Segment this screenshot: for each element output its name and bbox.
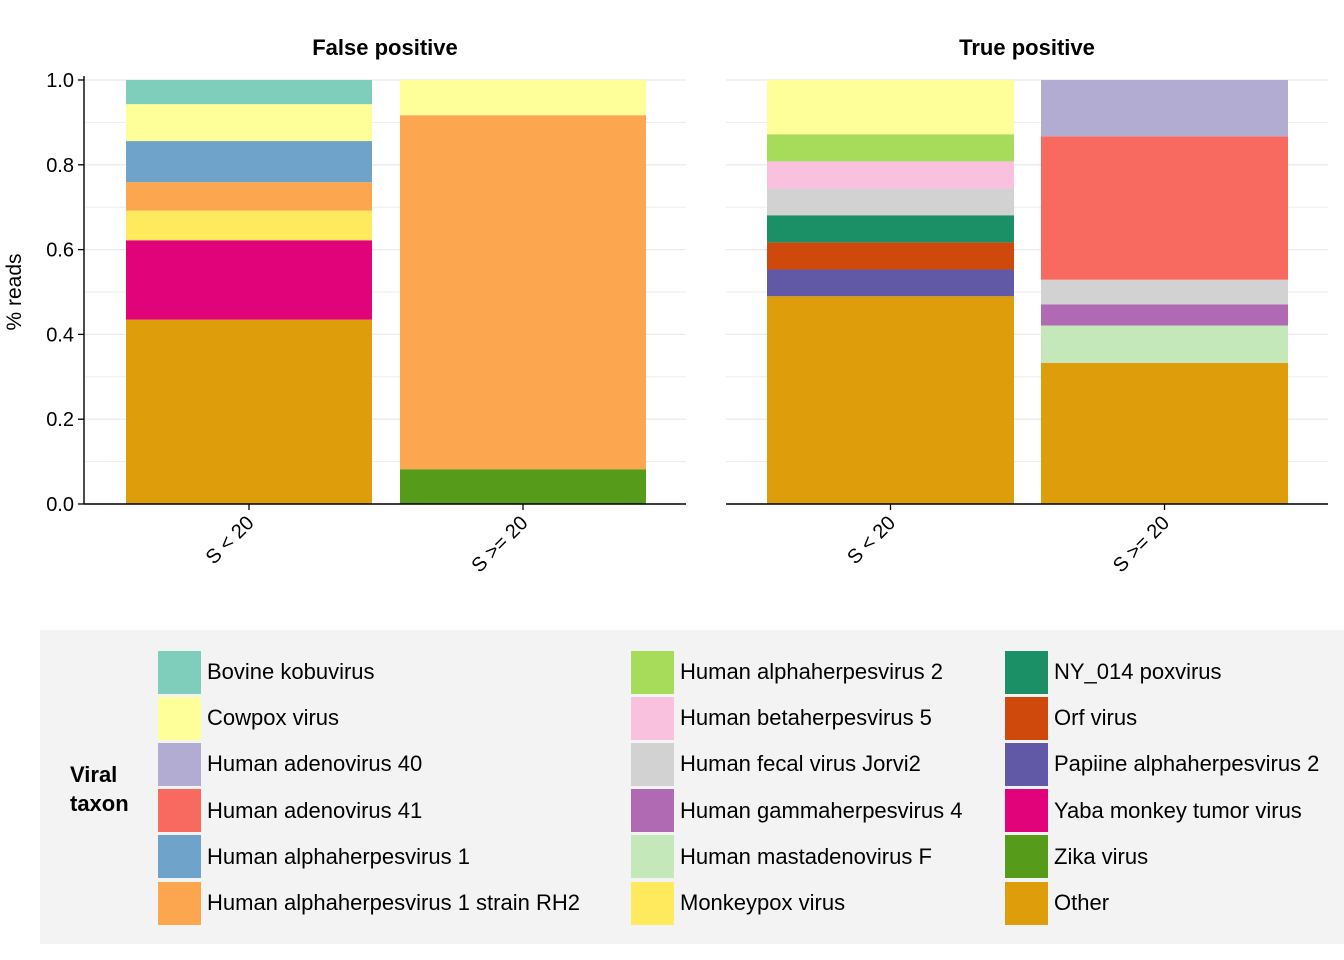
legend-item-orf-virus: Orf virus bbox=[1005, 695, 1319, 741]
legend-swatch bbox=[631, 696, 674, 740]
legend-swatch bbox=[158, 881, 201, 925]
bar-segment-true-positive-s-20-human-gammaherpesvirus-4 bbox=[1041, 304, 1288, 326]
bar-segment-false-positive-s-20-human-alphaherpesvirus-1-strain-rh2 bbox=[400, 115, 646, 470]
legend-label: Human betaherpesvirus 5 bbox=[680, 705, 932, 731]
y-tick-label-0-2: 0.2 bbox=[46, 409, 74, 431]
legend-swatch bbox=[158, 789, 201, 833]
legend-item-yaba-monkey-tumor-virus: Yaba monkey tumor virus bbox=[1005, 788, 1319, 834]
legend-item-other: Other bbox=[1005, 880, 1319, 926]
legend-label: Human alphaherpesvirus 1 strain RH2 bbox=[207, 890, 580, 916]
legend-item-zika-virus: Zika virus bbox=[1005, 834, 1319, 880]
legend-swatch bbox=[1005, 742, 1048, 786]
legend-item-papiine-alphaherpesvirus-2: Papiine alphaherpesvirus 2 bbox=[1005, 741, 1319, 787]
y-tick-label-1-0: 1.0 bbox=[46, 70, 74, 92]
bar-segment-true-positive-s-20-human-betaherpesvirus-5 bbox=[767, 161, 1014, 189]
legend-swatch bbox=[1005, 789, 1048, 833]
legend-label: Zika virus bbox=[1054, 843, 1149, 869]
legend-label: Human alphaherpesvirus 1 bbox=[207, 843, 470, 869]
legend-label: Human mastadenovirus F bbox=[680, 843, 932, 869]
legend-swatch bbox=[158, 696, 201, 740]
legend-column-3: NY_014 poxvirus Orf virus Papiine alphaher… bbox=[1005, 649, 1319, 926]
legend-item-human-fecal-virus-jorvi2: Human fecal virus Jorvi2 bbox=[631, 741, 962, 787]
legend-label: Monkeypox virus bbox=[680, 890, 846, 916]
legend-title-line-1: Viral bbox=[70, 762, 118, 787]
bar-segment-false-positive-s-20-monkeypox-virus bbox=[126, 210, 372, 241]
legend-label: Human alphaherpesvirus 2 bbox=[680, 659, 943, 685]
legend-swatch bbox=[158, 742, 201, 786]
legend-label: Human fecal virus Jorvi2 bbox=[680, 751, 921, 777]
panel-title-true-positive: True positive bbox=[959, 35, 1095, 60]
legend: Viral taxon Bovine kobuvirus Cowpox virus… bbox=[40, 630, 1344, 944]
legend-swatch bbox=[631, 789, 674, 833]
bar-segment-true-positive-s-20-human-adenovirus-40 bbox=[1041, 80, 1288, 137]
legend-item-human-alphaherpesvirus-2: Human alphaherpesvirus 2 bbox=[631, 649, 962, 695]
x-tick-label-true-positive-1: S < 20 bbox=[843, 512, 900, 569]
legend-item-monkeypox-virus: Monkeypox virus bbox=[631, 880, 962, 926]
bar-segment-true-positive-s-20-human-fecal-virus-jorvi2 bbox=[1041, 279, 1288, 305]
bar-segment-false-positive-s-20-bovine-kobuvirus bbox=[126, 80, 372, 105]
bar-segment-false-positive-s-20-yaba-monkey-tumor-virus bbox=[126, 240, 372, 320]
legend-item-human-alphaherpesvirus-1-strain-rh2: Human alphaherpesvirus 1 strain RH2 bbox=[158, 880, 580, 926]
legend-item-bovine-kobuvirus: Bovine kobuvirus bbox=[158, 649, 580, 695]
legend-swatch bbox=[1005, 696, 1048, 740]
bar-segment-false-positive-s-20-zika-virus bbox=[400, 469, 646, 504]
legend-swatch bbox=[1005, 835, 1048, 879]
y-tick-label-0-4: 0.4 bbox=[46, 324, 74, 346]
legend-title: Viral taxon bbox=[70, 760, 129, 818]
legend-item-human-alphaherpesvirus-1: Human alphaherpesvirus 1 bbox=[158, 834, 580, 880]
legend-swatch bbox=[158, 835, 201, 879]
legend-item-human-adenovirus-41: Human adenovirus 41 bbox=[158, 788, 580, 834]
y-tick-label-0-8: 0.8 bbox=[46, 155, 74, 177]
legend-label: Papiine alphaherpesvirus 2 bbox=[1054, 751, 1320, 777]
legend-title-line-2: taxon bbox=[70, 791, 129, 816]
y-axis-title: % reads bbox=[3, 253, 26, 330]
bar-segment-true-positive-s-20-other bbox=[767, 296, 1014, 504]
legend-label: Other bbox=[1054, 890, 1110, 916]
legend-item-human-gammaherpesvirus-4: Human gammaherpesvirus 4 bbox=[631, 788, 962, 834]
x-tick-label-true-positive-2: S >= 20 bbox=[1109, 512, 1174, 577]
bar-segment-true-positive-s-20-papiine-alphaherpesvirus-2 bbox=[767, 269, 1014, 297]
bar-segment-true-positive-s-20-ny-014-poxvirus bbox=[767, 215, 1014, 243]
legend-swatch bbox=[631, 742, 674, 786]
bar-segment-false-positive-s-20-cowpox-virus bbox=[126, 104, 372, 142]
legend-swatch bbox=[631, 881, 674, 925]
legend-swatch bbox=[1005, 650, 1048, 694]
bar-segment-true-positive-s-20-other bbox=[1041, 362, 1288, 504]
bar-segment-false-positive-s-20-human-alphaherpesvirus-1-strain-rh2 bbox=[126, 182, 372, 211]
bar-segment-true-positive-s-20-human-alphaherpesvirus-2 bbox=[767, 134, 1014, 162]
legend-label: Human adenovirus 41 bbox=[207, 797, 423, 823]
legend-label: Human gammaherpesvirus 4 bbox=[680, 797, 963, 823]
panel-title-false-positive: False positive bbox=[312, 35, 458, 60]
legend-item-human-mastadenovirus-f: Human mastadenovirus F bbox=[631, 834, 962, 880]
bar-segment-true-positive-s-20-cowpox-virus bbox=[767, 80, 1014, 135]
legend-item-human-betaherpesvirus-5: Human betaherpesvirus 5 bbox=[631, 695, 962, 741]
legend-label: Cowpox virus bbox=[207, 705, 340, 731]
bar-segment-true-positive-s-20-human-adenovirus-41 bbox=[1041, 136, 1288, 280]
legend-label: Human adenovirus 40 bbox=[207, 751, 423, 777]
legend-label: Orf virus bbox=[1054, 705, 1138, 731]
legend-column-1: Bovine kobuvirus Cowpox virus Human adenov… bbox=[158, 649, 580, 926]
legend-item-ny-014-poxvirus: NY_014 poxvirus bbox=[1005, 649, 1319, 695]
bar-segment-false-positive-s-20-other bbox=[126, 319, 372, 504]
x-tick-label-false-positive-2: S >= 20 bbox=[467, 512, 532, 577]
legend-item-human-adenovirus-40: Human adenovirus 40 bbox=[158, 741, 580, 787]
legend-column-2: Human alphaherpesvirus 2 Human betaherpes… bbox=[631, 649, 962, 926]
x-tick-label-false-positive-1: S < 20 bbox=[202, 512, 259, 569]
stacked-bar-chart: False positive S < 20 S >= 20 True positive… bbox=[3, 35, 1328, 577]
legend-swatch bbox=[1005, 881, 1048, 925]
bar-segment-false-positive-s-20-cowpox-virus bbox=[400, 80, 646, 116]
y-tick-label-0-6: 0.6 bbox=[46, 240, 74, 262]
bar-segment-true-positive-s-20-orf-virus bbox=[767, 242, 1014, 270]
legend-swatch bbox=[158, 650, 201, 694]
y-tick-label-0-0: 0.0 bbox=[46, 494, 74, 516]
bar-segment-true-positive-s-20-human-mastadenovirus-f bbox=[1041, 325, 1288, 363]
legend-swatch bbox=[631, 835, 674, 879]
legend-label: Yaba monkey tumor virus bbox=[1054, 797, 1302, 823]
bar-segment-false-positive-s-20-human-alphaherpesvirus-1 bbox=[126, 141, 372, 183]
legend-swatch bbox=[631, 650, 674, 694]
legend-label: Bovine kobuvirus bbox=[207, 659, 375, 685]
legend-item-cowpox-virus: Cowpox virus bbox=[158, 695, 580, 741]
legend-label: NY_014 poxvirus bbox=[1054, 659, 1222, 685]
bar-segment-true-positive-s-20-human-fecal-virus-jorvi2 bbox=[767, 188, 1014, 216]
